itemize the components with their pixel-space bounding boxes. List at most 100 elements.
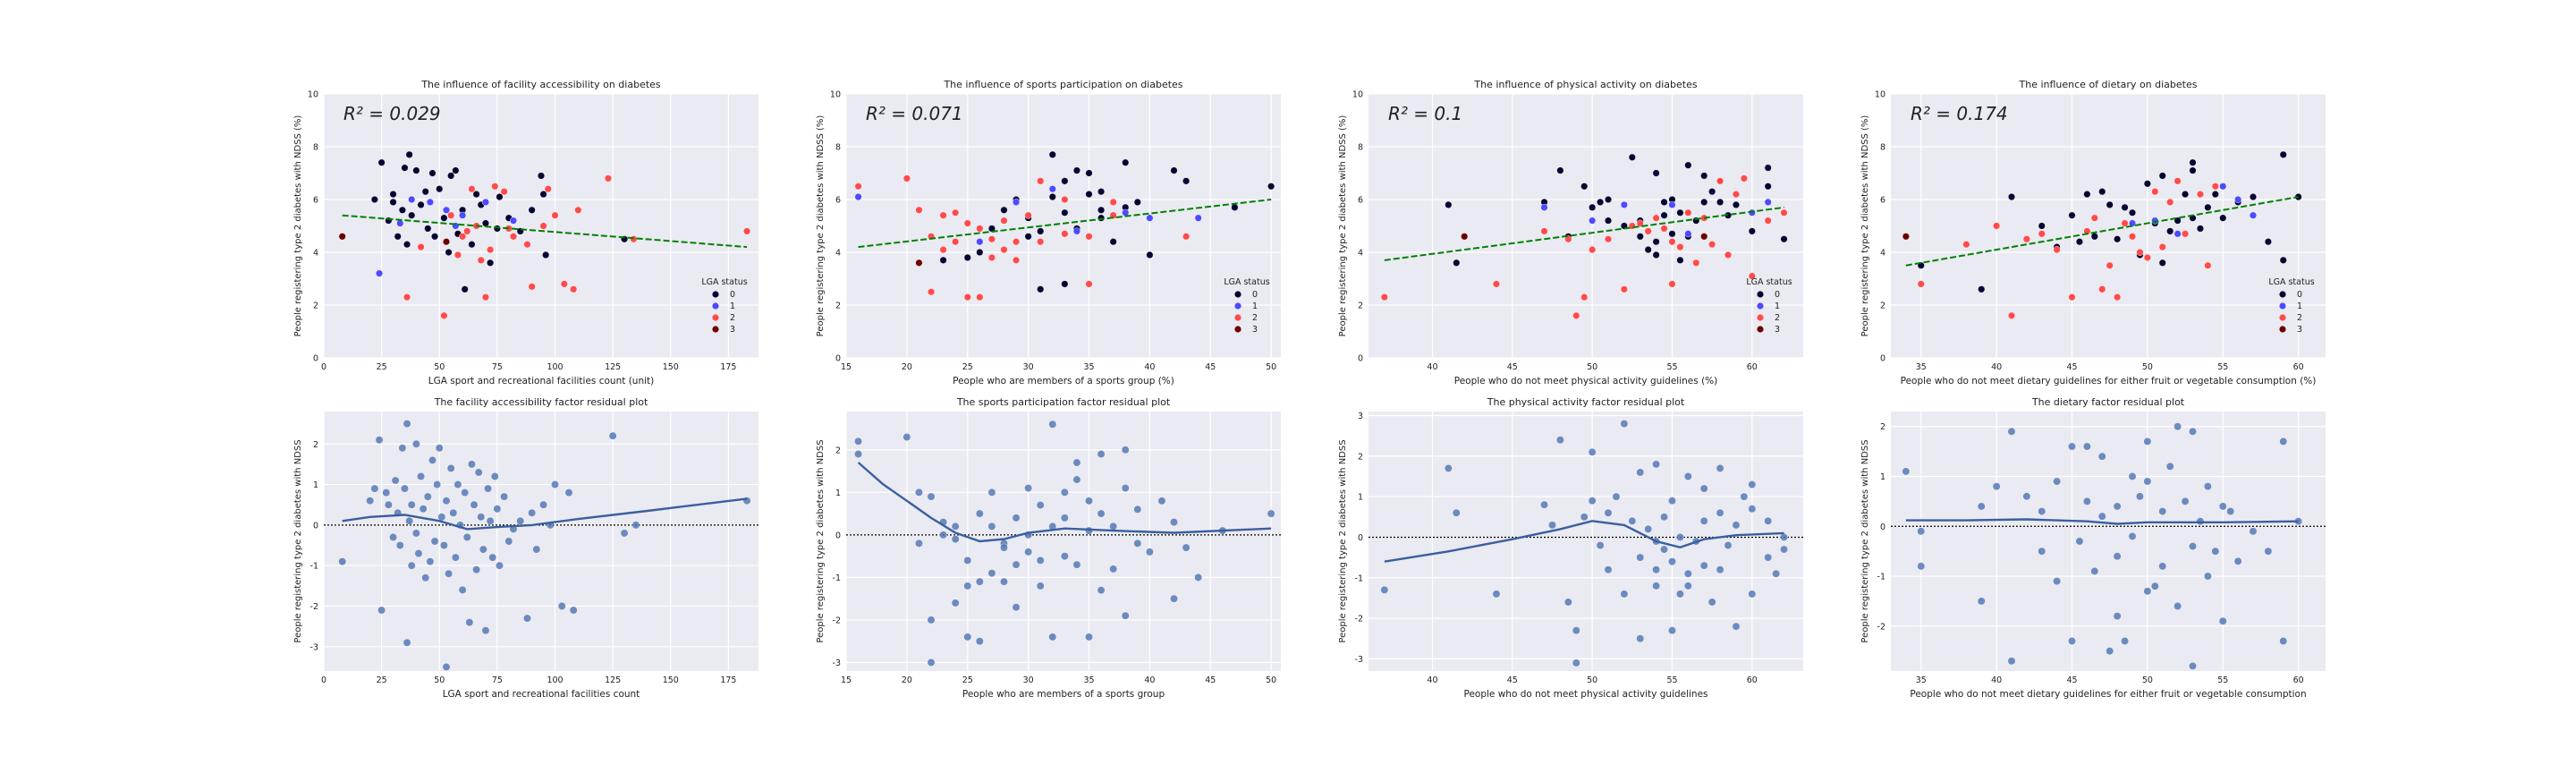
data-point bbox=[403, 293, 411, 302]
data-point bbox=[539, 222, 547, 230]
data-point bbox=[1540, 227, 1548, 235]
data-point bbox=[1580, 293, 1589, 302]
data-point bbox=[538, 172, 546, 180]
y-tick-label: 10 bbox=[830, 90, 841, 100]
data-point bbox=[1072, 166, 1080, 174]
data-point bbox=[338, 233, 346, 241]
data-point bbox=[1668, 200, 1676, 208]
data-point bbox=[1267, 509, 1275, 518]
data-point bbox=[2249, 527, 2258, 536]
lowess-line bbox=[1905, 518, 2299, 525]
data-point bbox=[474, 468, 483, 477]
data-point bbox=[1668, 557, 1676, 566]
y-tick-label: 4 bbox=[835, 249, 841, 259]
data-point bbox=[395, 541, 404, 549]
x-tick-label: 45 bbox=[1205, 362, 1216, 372]
r-squared-annotation: R² = 0.1 bbox=[1388, 103, 1462, 124]
y-tick-label: 1 bbox=[313, 480, 318, 490]
data-point bbox=[468, 185, 476, 193]
data-point bbox=[1109, 238, 1117, 246]
data-point bbox=[1097, 450, 1106, 458]
data-point bbox=[1992, 482, 2001, 491]
data-point bbox=[1380, 293, 1388, 302]
data-point bbox=[1109, 198, 1117, 206]
data-point bbox=[1620, 200, 1628, 208]
data-point bbox=[445, 249, 453, 257]
data-point bbox=[551, 211, 559, 219]
data-point bbox=[1597, 198, 1605, 206]
data-point bbox=[539, 500, 547, 509]
data-point bbox=[1000, 217, 1008, 225]
data-point bbox=[1085, 280, 1093, 288]
data-point bbox=[487, 246, 495, 254]
data-point bbox=[1636, 634, 1645, 643]
data-point bbox=[1444, 464, 1453, 472]
data-point bbox=[1652, 169, 1660, 177]
data-point bbox=[2203, 482, 2212, 491]
y-tick-label: -1 bbox=[310, 562, 318, 572]
r-squared-annotation: R² = 0.071 bbox=[866, 103, 963, 124]
data-point bbox=[437, 513, 446, 522]
data-point bbox=[435, 444, 444, 453]
data-point bbox=[539, 191, 547, 199]
data-point bbox=[963, 219, 971, 227]
x-tick-label: 45 bbox=[2066, 362, 2077, 372]
data-point bbox=[1267, 183, 1275, 191]
data-point bbox=[1977, 502, 1986, 511]
data-point bbox=[975, 637, 984, 646]
x-tick-label: 150 bbox=[663, 362, 679, 372]
lowess-line bbox=[857, 462, 1272, 543]
x-tick-label: 45 bbox=[2066, 675, 2077, 685]
data-point bbox=[1700, 198, 1708, 206]
data-point bbox=[1194, 573, 1203, 582]
data-point bbox=[419, 505, 428, 514]
legend-label-3: 3 bbox=[1252, 325, 1258, 335]
chart-panel-5: 0 25 50 75 100 125 150 175 -3 -2 -1 0 1 2 The facility… bbox=[293, 396, 758, 700]
y-tick-label: 4 bbox=[313, 249, 318, 259]
data-point bbox=[1048, 420, 1057, 429]
data-point bbox=[1676, 243, 1684, 251]
data-point bbox=[2218, 616, 2227, 625]
data-point bbox=[1037, 177, 1045, 185]
data-point bbox=[1589, 246, 1597, 254]
data-point bbox=[2090, 233, 2098, 241]
data-point bbox=[2143, 253, 2151, 261]
data-point bbox=[569, 606, 578, 615]
data-point bbox=[1048, 185, 1056, 193]
x-axis-label: LGA sport and recreational facilities co… bbox=[428, 376, 655, 386]
data-point bbox=[557, 602, 566, 610]
data-point bbox=[2007, 193, 2015, 201]
x-tick-label: 40 bbox=[1427, 362, 1437, 372]
data-point bbox=[2038, 547, 2046, 556]
data-point bbox=[976, 293, 984, 302]
data-point bbox=[417, 472, 425, 480]
data-point bbox=[481, 198, 489, 206]
y-tick-label: 10 bbox=[1352, 90, 1363, 100]
y-tick-label: -3 bbox=[310, 642, 318, 652]
data-point bbox=[2128, 532, 2137, 540]
data-point bbox=[951, 522, 960, 531]
data-point bbox=[1380, 585, 1389, 594]
x-tick-label: 30 bbox=[1023, 675, 1034, 685]
data-point bbox=[1716, 508, 1724, 517]
data-point bbox=[481, 626, 490, 635]
data-point bbox=[412, 166, 420, 174]
data-point bbox=[447, 172, 455, 180]
legend-title: LGA status bbox=[701, 277, 747, 287]
data-point bbox=[1036, 582, 1045, 590]
data-point bbox=[423, 492, 432, 501]
data-point bbox=[2279, 437, 2288, 446]
data-point bbox=[1024, 233, 1032, 241]
legend-title: LGA status bbox=[1224, 277, 1269, 287]
data-point bbox=[403, 241, 411, 249]
x-tick-label: 35 bbox=[1083, 362, 1094, 372]
data-point bbox=[939, 256, 947, 264]
data-point bbox=[1683, 569, 1692, 578]
data-point bbox=[1037, 285, 1045, 293]
data-point bbox=[2113, 612, 2122, 621]
data-point bbox=[1668, 626, 1676, 635]
data-point bbox=[2106, 261, 2114, 269]
data-point bbox=[1572, 626, 1580, 635]
legend-label-0: 0 bbox=[1775, 290, 1780, 300]
